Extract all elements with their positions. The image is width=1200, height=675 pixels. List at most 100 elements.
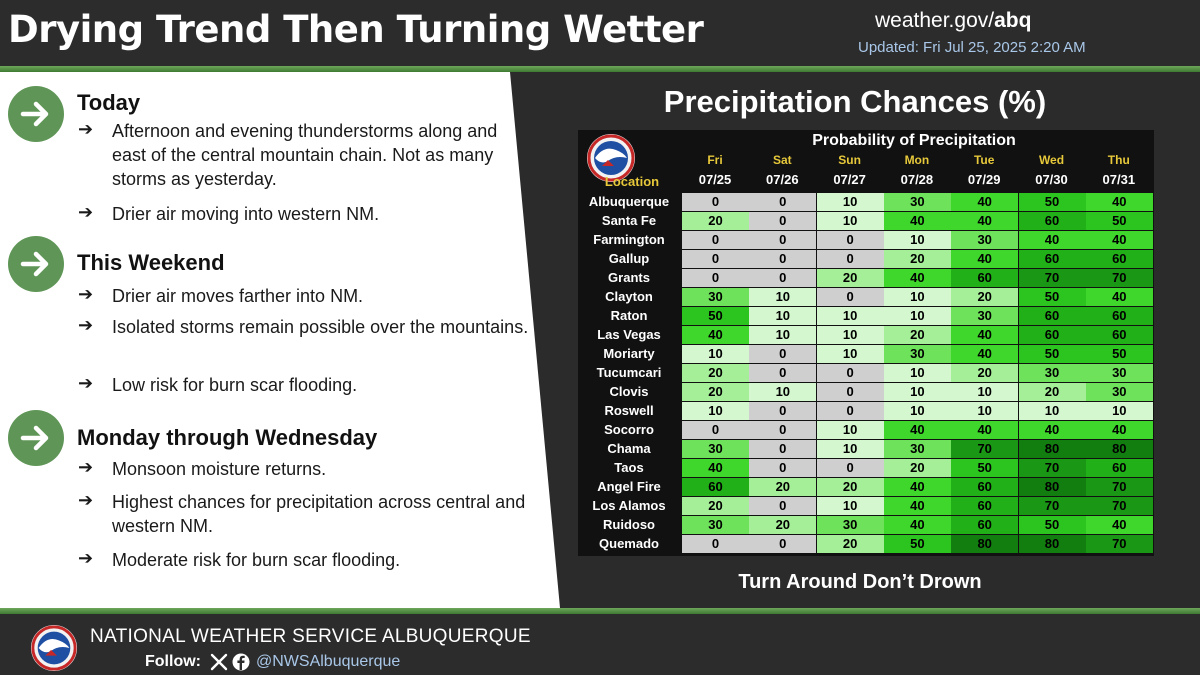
pop-cell: 80 <box>1018 477 1086 496</box>
pop-cell: 50 <box>1018 192 1086 211</box>
discussion-panel: Today ➔ Afternoon and evening thundersto… <box>0 72 560 608</box>
pop-cell: 0 <box>749 192 817 211</box>
pop-cell: 10 <box>816 420 884 439</box>
bullet-arrow-icon: ➔ <box>78 315 94 335</box>
pop-cell: 40 <box>883 477 951 496</box>
bullet-text: Isolated storms remain possible over the… <box>112 317 529 337</box>
pop-cell: 70 <box>1085 268 1153 287</box>
pop-cell: 60 <box>1085 325 1153 344</box>
pop-cell: 40 <box>951 192 1019 211</box>
pop-cell: 80 <box>1085 439 1153 458</box>
footer: NATIONAL WEATHER SERVICE ALBUQUERQUE Fol… <box>0 614 1200 675</box>
bullet-text: Monsoon moisture returns. <box>112 459 327 479</box>
location-name: Angel Fire <box>597 479 661 494</box>
pop-cell: 10 <box>883 382 951 401</box>
pop-cell: 10 <box>883 306 951 325</box>
pop-cell: 70 <box>1085 477 1153 496</box>
date-header: 07/25 <box>698 172 732 187</box>
pop-cell: 20 <box>682 363 749 382</box>
pop-cell: 10 <box>816 306 884 325</box>
pop-cell: 20 <box>682 382 749 401</box>
pop-cell: 30 <box>883 192 951 211</box>
pop-cell: 40 <box>1018 230 1086 249</box>
bullet-text: Highest chances for precipitation across… <box>112 492 526 536</box>
pop-cell: 70 <box>1018 458 1086 477</box>
pop-cell: 30 <box>951 306 1019 325</box>
arrow-right-icon <box>8 236 64 292</box>
pop-cell: 40 <box>951 211 1019 230</box>
pop-cell: 30 <box>816 515 884 534</box>
x-twitter-icon[interactable] <box>210 653 228 671</box>
bullet-arrow-icon: ➔ <box>78 373 94 393</box>
pop-cell: 0 <box>682 249 749 268</box>
main-title: Drying Trend Then Turning Wetter <box>8 8 704 51</box>
day-header-sat: Sat <box>772 153 792 167</box>
pop-cell: 70 <box>1085 496 1153 515</box>
pop-table: Probability of Precipitation Location Fr… <box>578 130 1154 556</box>
location-name: Santa Fe <box>601 213 657 228</box>
pop-cell: 40 <box>1018 420 1086 439</box>
footer-divider <box>0 608 1200 614</box>
bullet-text: Moderate risk for burn scar flooding. <box>112 550 401 570</box>
pop-cell: 40 <box>951 325 1019 344</box>
pop-cell: 0 <box>749 420 817 439</box>
pop-cell: 30 <box>682 287 749 306</box>
pop-cell: 60 <box>1018 325 1086 344</box>
pop-cell: 0 <box>816 382 884 401</box>
date-header: 07/27 <box>833 172 866 187</box>
safety-slogan: Turn Around Don’t Drown <box>738 571 982 593</box>
pop-cell: 40 <box>682 325 749 344</box>
location-name: Albuquerque <box>588 194 670 209</box>
pop-cell: 60 <box>951 477 1019 496</box>
pop-cell: 10 <box>883 287 951 306</box>
day-header-fri: Fri <box>707 153 723 167</box>
day-header-sun: Sun <box>838 153 861 167</box>
pop-cell: 40 <box>951 249 1019 268</box>
location-name: Socorro <box>604 422 654 437</box>
pop-cell: 20 <box>749 515 817 534</box>
pop-cell: 40 <box>1085 192 1153 211</box>
location-name: Las Vegas <box>597 327 661 342</box>
pop-cell: 30 <box>682 515 749 534</box>
pop-cell: 80 <box>1018 534 1086 553</box>
pop-cell: 20 <box>1018 382 1086 401</box>
pop-cell: 50 <box>951 458 1019 477</box>
location-name: Raton <box>610 308 648 323</box>
pop-cell: 30 <box>883 344 951 363</box>
facebook-icon[interactable] <box>232 653 250 671</box>
pop-cell: 0 <box>749 458 817 477</box>
pop-cell: 10 <box>816 192 884 211</box>
site-url[interactable]: weather.gov/abq <box>875 9 1031 33</box>
pop-cell: 0 <box>749 496 817 515</box>
pop-cell: 10 <box>951 382 1019 401</box>
pop-cell: 40 <box>1085 287 1153 306</box>
pop-cell: 10 <box>749 382 817 401</box>
pop-cell: 10 <box>816 325 884 344</box>
section-heading-weekend: This Weekend <box>77 250 225 275</box>
location-name: Clovis <box>609 384 649 399</box>
date-header: 07/29 <box>967 172 1001 187</box>
arrow-right-icon <box>8 410 64 466</box>
pop-cell: 20 <box>883 249 951 268</box>
pop-cell: 10 <box>883 401 951 420</box>
pop-cell: 60 <box>951 268 1019 287</box>
pop-cell: 20 <box>816 268 884 287</box>
site-domain: weather.gov/ <box>875 9 995 32</box>
pop-cell: 0 <box>749 363 817 382</box>
pop-cell: 20 <box>951 363 1019 382</box>
location-name: Quemado <box>599 536 659 551</box>
pop-cell: 50 <box>682 306 749 325</box>
pop-cell: 40 <box>883 211 951 230</box>
social-handle[interactable]: @NWSAlbuquerque <box>256 653 401 670</box>
pop-cell: 30 <box>1085 363 1153 382</box>
date-header: 07/31 <box>1102 172 1136 187</box>
pop-cell: 70 <box>951 439 1019 458</box>
pop-cell: 0 <box>682 534 749 553</box>
pop-cell: 10 <box>682 401 749 420</box>
pop-cell: 40 <box>951 344 1019 363</box>
pop-cell: 80 <box>1018 439 1086 458</box>
pop-cell: 20 <box>816 477 884 496</box>
pop-cell: 10 <box>749 306 817 325</box>
day-header-thu: Thu <box>1107 153 1130 167</box>
